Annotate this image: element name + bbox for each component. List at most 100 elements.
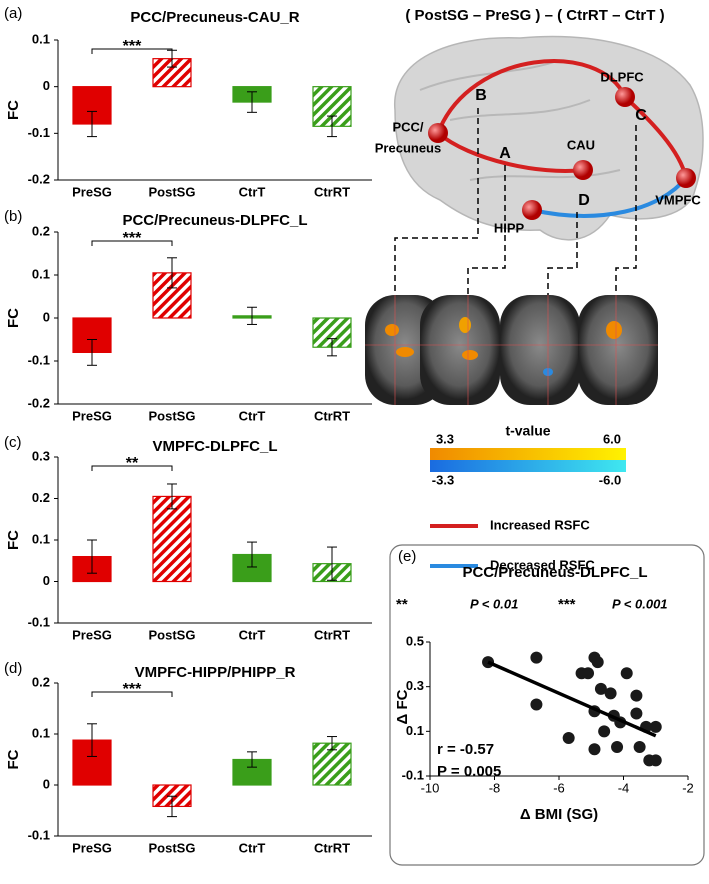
- x-tick-label: -2: [682, 780, 694, 795]
- y-tick-label: 0.1: [32, 531, 50, 546]
- significance-bracket: [91, 240, 173, 246]
- panel-label: (d): [4, 660, 22, 677]
- y-tick-label: -0.1: [28, 614, 50, 629]
- x-tick-label: CtrT: [239, 840, 266, 855]
- colorbar-label: 3.3: [436, 431, 454, 446]
- x-tick-label: -4: [618, 780, 630, 795]
- connection-label: B: [475, 87, 487, 104]
- x-tick-label: -10: [421, 780, 440, 795]
- chart-title: VMPFC-DLPFC_L: [153, 438, 278, 455]
- x-tick-label: -6: [553, 780, 565, 795]
- connection-label: D: [578, 192, 590, 209]
- y-tick-label: 0.2: [32, 490, 50, 505]
- y-tick-label: 0.5: [406, 633, 424, 648]
- y-tick-label: -0.2: [28, 171, 50, 186]
- significance-label: ***: [123, 230, 142, 247]
- chart-title: PCC/Precuneus-DLPFC_L: [462, 564, 647, 581]
- y-axis-label: Δ FC: [394, 689, 411, 724]
- x-tick-label: CtrT: [239, 184, 266, 199]
- region-label: PCC/: [392, 119, 423, 134]
- connection-label: C: [635, 107, 647, 124]
- legend-label: Decreased RSFC: [490, 557, 595, 572]
- significance-bracket: [91, 465, 173, 471]
- sig-stars: ***: [558, 596, 576, 613]
- panel-label: (c): [4, 434, 22, 451]
- y-tick-label: 0.3: [406, 678, 424, 693]
- y-axis-label: FC: [5, 530, 22, 550]
- x-tick-label: -8: [489, 780, 501, 795]
- regression-line: [487, 660, 657, 738]
- point: [530, 651, 543, 664]
- point: [633, 740, 646, 753]
- colorbar-title: t-value: [505, 423, 550, 439]
- region-label: HIPP: [494, 220, 525, 235]
- region-label: DLPFC: [600, 69, 644, 84]
- point: [604, 687, 617, 700]
- region-label: Precuneus: [375, 140, 441, 155]
- y-tick-label: 0: [43, 78, 50, 93]
- panel-label: (a): [4, 5, 22, 22]
- point: [611, 740, 624, 753]
- panel-label: (b): [4, 208, 22, 225]
- colorbar-label: -6.0: [599, 472, 621, 487]
- y-tick-label: 0.3: [32, 448, 50, 463]
- colorbar-label: -3.3: [432, 472, 454, 487]
- y-axis-label: FC: [5, 308, 22, 328]
- y-tick-label: -0.1: [402, 767, 424, 782]
- annotation: r = -0.57: [437, 741, 494, 758]
- x-tick-label: CtrRT: [314, 840, 350, 855]
- point: [582, 667, 595, 680]
- x-tick-label: PreSG: [72, 184, 112, 199]
- panel-label: (e): [398, 548, 416, 565]
- annotation: P = 0.005: [437, 763, 501, 780]
- x-tick-label: CtrT: [239, 408, 266, 423]
- point: [630, 707, 643, 720]
- colorbar-label: 6.0: [603, 431, 621, 446]
- sig-label: P < 0.01: [470, 596, 518, 611]
- x-tick-label: CtrRT: [314, 184, 350, 199]
- y-axis-label: FC: [5, 100, 22, 120]
- y-tick-label: 0: [43, 573, 50, 588]
- significance-bracket: [91, 48, 173, 54]
- sig-label: P < 0.001: [612, 596, 668, 611]
- y-tick-label: -0.1: [28, 352, 50, 367]
- point: [591, 656, 604, 669]
- y-axis-label: FC: [5, 749, 22, 769]
- point: [530, 698, 543, 711]
- connection-label: A: [499, 145, 511, 162]
- y-tick-label: 0.2: [32, 223, 50, 238]
- x-tick-label: PostSG: [149, 184, 196, 199]
- y-tick-label: -0.1: [28, 125, 50, 140]
- x-tick-label: PreSG: [72, 840, 112, 855]
- y-tick-label: 0: [43, 309, 50, 324]
- point: [594, 682, 607, 695]
- chart-title: PCC/Precuneus-CAU_R: [130, 9, 299, 26]
- significance-label: ***: [123, 38, 142, 55]
- y-tick-label: 0.2: [32, 674, 50, 689]
- y-tick-label: 0.1: [32, 31, 50, 46]
- x-tick-label: PreSG: [72, 408, 112, 423]
- point: [588, 743, 601, 756]
- significance-label: **: [126, 455, 139, 472]
- x-tick-label: PostSG: [149, 408, 196, 423]
- panel-frame: [389, 544, 705, 866]
- y-tick-label: 0.1: [32, 725, 50, 740]
- x-tick-label: CtrRT: [314, 408, 350, 423]
- region-label: CAU: [567, 137, 595, 152]
- brain-title: ( PostSG – PreSG ) – ( CtrRT – CtrT ): [405, 7, 664, 24]
- x-axis-label: Δ BMI (SG): [520, 806, 598, 823]
- y-tick-label: 0.1: [32, 266, 50, 281]
- point: [649, 720, 662, 733]
- y-tick-label: -0.1: [28, 827, 50, 842]
- region-label: VMPFC: [655, 192, 701, 207]
- legend-label: Increased RSFC: [490, 517, 590, 532]
- x-tick-label: CtrRT: [314, 627, 350, 642]
- significance-bracket: [91, 691, 173, 697]
- point: [649, 754, 662, 767]
- significance-label: ***: [123, 681, 142, 698]
- chart-title: PCC/Precuneus-DLPFC_L: [122, 212, 307, 229]
- brain-illustration: [365, 35, 704, 472]
- y-tick-label: 0: [43, 776, 50, 791]
- y-tick-label: -0.2: [28, 395, 50, 410]
- x-tick-label: PostSG: [149, 840, 196, 855]
